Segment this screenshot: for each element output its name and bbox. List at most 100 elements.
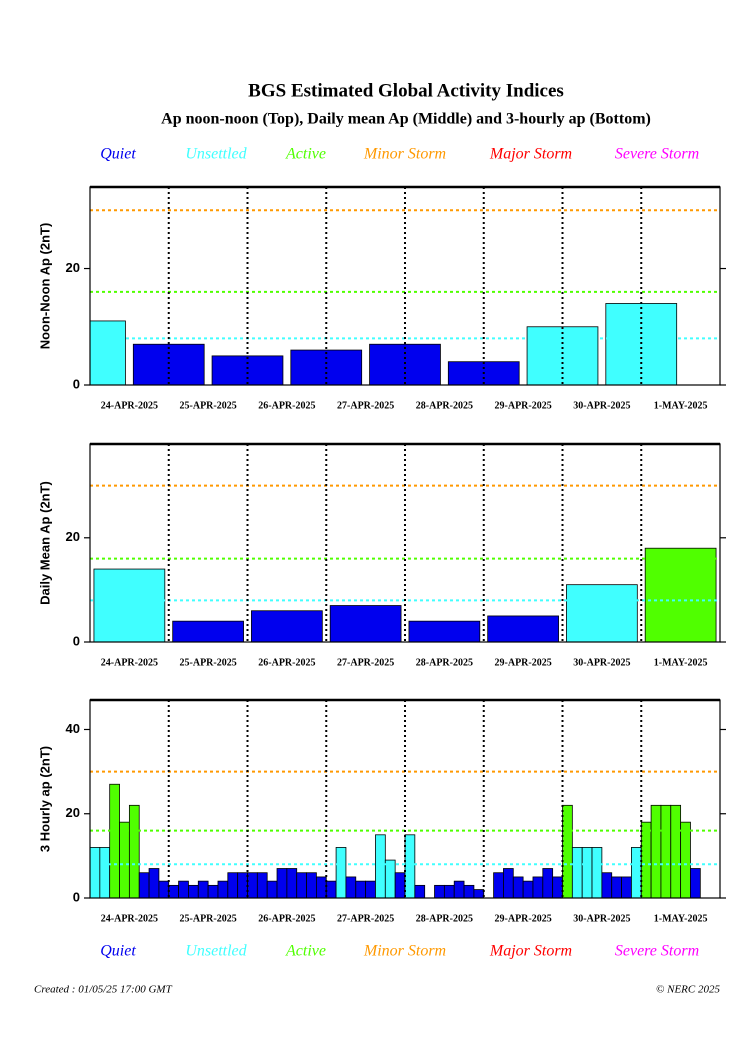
bar bbox=[571, 847, 583, 898]
x-tick-label: 30-APR-2025 bbox=[573, 400, 630, 411]
x-tick-label: 27-APR-2025 bbox=[337, 657, 394, 668]
x-tick-label: 25-APR-2025 bbox=[180, 400, 237, 411]
bar bbox=[566, 584, 638, 642]
bar bbox=[690, 868, 701, 898]
y-axis-label: Noon-Noon Ap (2nT) bbox=[37, 223, 52, 350]
bar bbox=[138, 872, 150, 898]
bar bbox=[581, 847, 593, 898]
legend-entry: Active bbox=[285, 146, 326, 163]
legend-entry: Severe Storm bbox=[615, 146, 699, 163]
bar bbox=[247, 872, 258, 898]
y-tick-label: 20 bbox=[66, 805, 80, 820]
legend-entry: Major Storm bbox=[489, 943, 572, 960]
legend-entry: Unsettled bbox=[185, 943, 247, 960]
subtitle: Ap noon-noon (Top), Daily mean Ap (Middl… bbox=[161, 111, 651, 128]
x-tick-label: 28-APR-2025 bbox=[416, 657, 473, 668]
bar bbox=[434, 884, 445, 898]
bar bbox=[316, 876, 327, 898]
bar bbox=[503, 868, 514, 898]
bar bbox=[621, 876, 632, 898]
bar bbox=[227, 872, 239, 898]
bar bbox=[335, 847, 347, 898]
bar bbox=[601, 872, 613, 898]
bar bbox=[168, 884, 179, 898]
x-tick-label: 27-APR-2025 bbox=[337, 400, 394, 411]
x-tick-label: 1-MAY-2025 bbox=[654, 657, 708, 668]
bar bbox=[251, 610, 323, 642]
y-tick-label: 0 bbox=[73, 633, 80, 648]
bar bbox=[355, 880, 367, 898]
bar bbox=[266, 880, 278, 898]
bar bbox=[404, 834, 416, 898]
x-tick-label: 24-APR-2025 bbox=[101, 913, 158, 924]
bar bbox=[158, 880, 170, 898]
x-tick-label: 28-APR-2025 bbox=[416, 913, 473, 924]
bar bbox=[207, 884, 219, 898]
bar bbox=[197, 880, 209, 898]
bar bbox=[256, 872, 268, 898]
bar bbox=[473, 889, 485, 898]
legend-entry: Minor Storm bbox=[363, 146, 446, 163]
bar bbox=[640, 821, 652, 898]
bar bbox=[512, 876, 524, 898]
x-tick-label: 27-APR-2025 bbox=[337, 913, 394, 924]
bar bbox=[487, 615, 559, 642]
bar bbox=[670, 804, 682, 898]
bar bbox=[119, 821, 130, 898]
x-tick-label: 26-APR-2025 bbox=[258, 657, 315, 668]
x-tick-label: 30-APR-2025 bbox=[573, 913, 630, 924]
x-tick-label: 25-APR-2025 bbox=[180, 913, 237, 924]
title: BGS Estimated Global Activity Indices bbox=[248, 80, 564, 101]
y-axis-label: Daily Mean Ap (2nT) bbox=[37, 481, 52, 605]
bar bbox=[211, 355, 284, 385]
bar bbox=[443, 884, 455, 898]
bar bbox=[345, 876, 357, 898]
legend-entry: Quiet bbox=[100, 943, 136, 960]
bar bbox=[522, 880, 534, 898]
bar bbox=[453, 880, 465, 898]
legend-entry: Major Storm bbox=[489, 146, 572, 163]
bar bbox=[286, 868, 298, 898]
x-tick-label: 26-APR-2025 bbox=[258, 400, 315, 411]
bar bbox=[93, 568, 166, 642]
legend-entry: Minor Storm bbox=[363, 943, 446, 960]
bar bbox=[375, 834, 386, 898]
x-tick-label: 24-APR-2025 bbox=[101, 400, 158, 411]
y-tick-label: 40 bbox=[66, 721, 80, 736]
bar bbox=[325, 880, 337, 898]
bar bbox=[680, 821, 691, 898]
bar bbox=[109, 783, 120, 898]
bar bbox=[644, 547, 717, 642]
x-tick-label: 26-APR-2025 bbox=[258, 913, 315, 924]
copyright: © NERC 2025 bbox=[656, 984, 720, 996]
legend-entry: Quiet bbox=[100, 146, 136, 163]
bar bbox=[99, 847, 111, 898]
bar bbox=[296, 872, 307, 898]
bar bbox=[526, 326, 599, 385]
bar bbox=[276, 868, 288, 898]
bar bbox=[188, 884, 199, 898]
bar bbox=[650, 804, 662, 898]
bar bbox=[365, 880, 376, 898]
bar bbox=[552, 876, 563, 898]
bar bbox=[90, 847, 101, 898]
x-tick-label: 25-APR-2025 bbox=[180, 657, 237, 668]
bar bbox=[217, 880, 229, 898]
bar bbox=[562, 804, 573, 898]
bar bbox=[408, 620, 481, 642]
x-tick-label: 1-MAY-2025 bbox=[654, 400, 708, 411]
x-tick-label: 29-APR-2025 bbox=[495, 400, 552, 411]
bar bbox=[493, 872, 504, 898]
y-tick-label: 20 bbox=[66, 529, 80, 544]
bar bbox=[591, 847, 603, 898]
bar bbox=[611, 876, 622, 898]
y-tick-label: 0 bbox=[73, 376, 80, 391]
bar bbox=[532, 876, 544, 898]
y-tick-label: 20 bbox=[66, 260, 80, 275]
bar bbox=[384, 859, 396, 898]
legend-entry: Active bbox=[285, 943, 326, 960]
bar bbox=[414, 884, 426, 898]
legend-entry: Unsettled bbox=[185, 146, 247, 163]
bar bbox=[542, 868, 554, 898]
